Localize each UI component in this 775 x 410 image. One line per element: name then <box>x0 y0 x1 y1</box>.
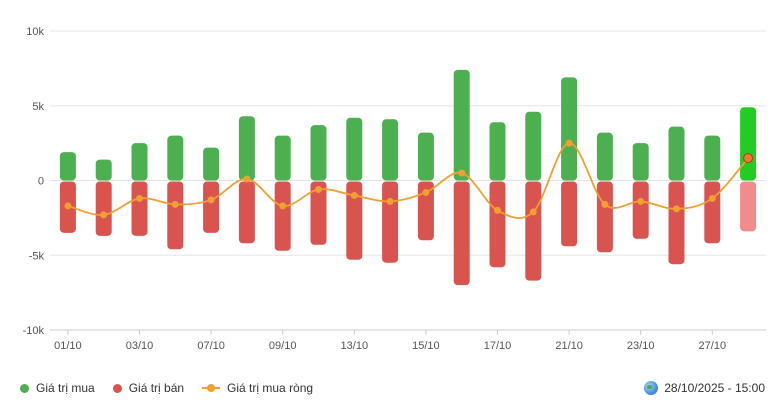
bar-buy <box>561 77 578 181</box>
x-tick-label: 21/10 <box>555 340 583 352</box>
bar-sell <box>274 181 291 251</box>
net-point <box>207 196 215 204</box>
net-point <box>171 200 179 208</box>
net-point <box>601 200 609 208</box>
chart-legend: Giá trị mua Giá trị bán Giá trị mua ròng <box>20 381 313 395</box>
x-tick-label: 27/10 <box>699 340 727 352</box>
bar-sell <box>453 181 470 286</box>
timestamp: 28/10/2025 - 15:00 <box>644 381 765 395</box>
y-tick-label: 10k <box>26 26 44 38</box>
bar-buy <box>525 111 542 181</box>
bar-sell <box>417 181 434 241</box>
net-point <box>494 206 501 214</box>
y-tick-label: -10k <box>23 325 45 337</box>
x-tick-label: 17/10 <box>484 340 512 352</box>
legend-marker-sell <box>112 383 122 393</box>
net-point <box>279 202 287 210</box>
x-tick-label: 03/10 <box>126 340 154 352</box>
timestamp-text: 28/10/2025 - 15:00 <box>664 381 765 395</box>
y-tick-label: -5k <box>29 250 45 262</box>
net-point <box>708 194 716 202</box>
net-point <box>243 175 251 183</box>
x-tick-label: 15/10 <box>412 340 440 352</box>
net-point <box>386 197 394 205</box>
bar-sell <box>561 181 578 247</box>
globe-icon <box>644 381 659 395</box>
bar-sell <box>310 181 327 245</box>
bar-buy <box>131 143 148 181</box>
legend-marker-buy <box>20 383 29 393</box>
axis-layer: 10k 5k 0 -5k -10k 01/10 03/10 07/10 09/10 13/10 15… <box>23 26 766 352</box>
legend-label-net: Giá trị mua ròng <box>227 381 314 395</box>
x-tick-label: 01/10 <box>54 340 82 352</box>
net-point <box>136 194 143 202</box>
bar-buy <box>274 135 291 181</box>
net-point <box>742 152 754 164</box>
bar-sell <box>203 181 220 233</box>
legend-label-buy: Giá trị mua <box>36 381 95 395</box>
bar-buy <box>596 132 613 181</box>
bar-buy <box>417 132 434 181</box>
bar-sell <box>346 181 363 260</box>
bar-sell <box>167 181 184 250</box>
bar-buy <box>704 135 721 181</box>
x-tick-label: 13/10 <box>341 340 369 352</box>
bar-buy <box>382 119 399 181</box>
bar-buy <box>346 117 363 181</box>
grid-layer <box>50 30 766 331</box>
bar-sell <box>596 181 613 253</box>
bar-buy <box>238 116 255 181</box>
bar-sell <box>668 181 685 265</box>
net-point <box>64 202 72 210</box>
net-point <box>458 169 466 177</box>
net-point <box>315 185 322 193</box>
net-line <box>67 142 749 219</box>
net-point <box>529 208 537 216</box>
bar-buy <box>489 122 506 181</box>
legend-item-net[interactable]: Giá trị mua ròng <box>202 381 313 395</box>
legend-item-sell[interactable]: Giá trị bán <box>112 381 185 395</box>
bar-buy <box>167 135 184 181</box>
line-layer <box>64 139 754 219</box>
legend-label-sell: Giá trị bán <box>128 381 185 395</box>
y-tick-label: 5k <box>32 101 44 113</box>
bar-buy <box>310 125 327 181</box>
bar-sell <box>131 181 148 236</box>
x-tick-label: 23/10 <box>627 340 655 352</box>
bar-sell <box>704 181 721 244</box>
legend-item-buy[interactable]: Giá trị mua <box>20 381 95 395</box>
legend-marker-net <box>202 383 221 393</box>
y-tick-label: 0 <box>38 176 44 188</box>
bar-sell <box>525 181 542 281</box>
bar-buy <box>203 147 220 181</box>
net-point <box>350 191 358 199</box>
bar-sell <box>95 181 112 236</box>
x-tick-label: 07/10 <box>197 340 225 352</box>
bar-sell <box>632 181 649 239</box>
net-point <box>422 188 430 196</box>
bar-buy <box>668 126 685 181</box>
chart-svg: 10k 5k 0 -5k -10k 01/10 03/10 07/10 09/10 13/10 15… <box>23 26 766 352</box>
bar-buy <box>59 152 76 181</box>
bar-sell <box>740 181 757 232</box>
bar-sell <box>489 181 506 268</box>
net-point <box>565 139 573 147</box>
bar-buy <box>740 107 757 181</box>
bar-sell <box>238 181 255 244</box>
net-point <box>100 211 108 219</box>
bar-sell <box>382 181 399 263</box>
bar-buy <box>95 159 112 181</box>
bar-buy <box>632 143 649 181</box>
net-point <box>673 205 680 213</box>
x-tick-label: 09/10 <box>269 340 297 352</box>
bar-buy <box>453 69 470 181</box>
bar-layer <box>59 69 757 286</box>
net-point <box>637 197 645 205</box>
